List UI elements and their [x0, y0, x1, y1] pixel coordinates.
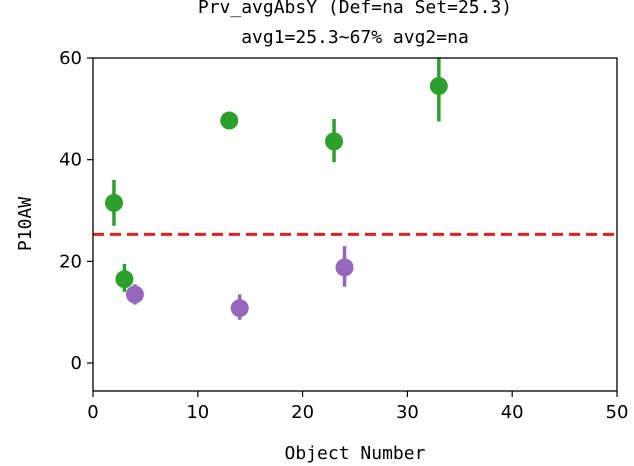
- x-tick-label: 20: [291, 402, 314, 423]
- y-tick-label: 20: [59, 251, 82, 272]
- data-point: [115, 270, 134, 289]
- y-tick-label: 0: [71, 353, 82, 374]
- data-point: [325, 132, 344, 151]
- data-point: [335, 258, 354, 277]
- data-point: [429, 76, 448, 95]
- x-tick-label: 50: [606, 402, 629, 423]
- plot-frame: [92, 57, 618, 392]
- y-tick-label: 60: [59, 48, 82, 69]
- y-tick-label: 40: [59, 150, 82, 171]
- x-tick-label: 40: [501, 402, 524, 423]
- x-tick-label: 10: [186, 402, 209, 423]
- data-point: [104, 193, 123, 212]
- x-tick-label: 0: [87, 402, 98, 423]
- chart-title-line2: avg1=25.3~67% avg2=na: [241, 27, 469, 48]
- data-point: [125, 285, 144, 304]
- series-1: [104, 58, 448, 292]
- plot-area: 0 10 20 30 40 50 0 20 40 60: [59, 48, 628, 423]
- x-tick-label: 30: [396, 402, 419, 423]
- data-point: [220, 111, 239, 130]
- y-axis-label: P10AW: [15, 197, 36, 251]
- x-axis-label: Object Number: [285, 443, 426, 464]
- data-point: [230, 299, 249, 318]
- chart-title-line1: Prv_avgAbsY (Def=na Set=25.3): [198, 0, 512, 18]
- series-2: [125, 246, 354, 320]
